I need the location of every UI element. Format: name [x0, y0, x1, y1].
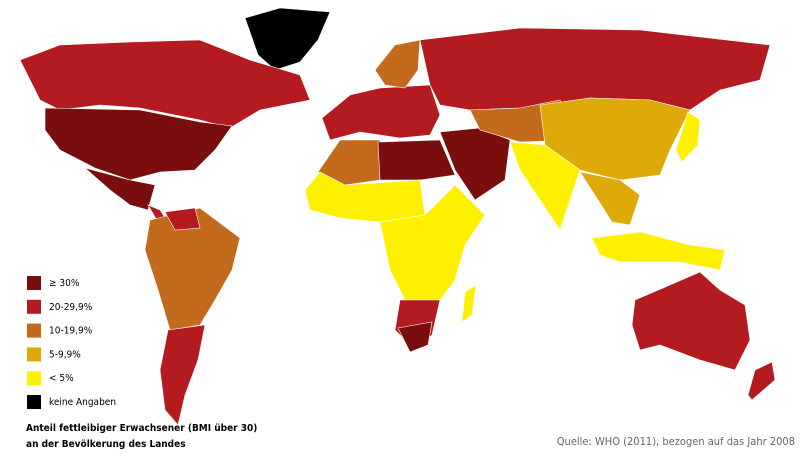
mexico [84, 167, 156, 211]
russia [419, 27, 771, 111]
southern-cone [159, 324, 206, 426]
south-america [144, 207, 241, 331]
legend-label: keine Angaben [49, 397, 116, 408]
legend-label: 5-9,9% [49, 349, 81, 360]
legend-label: < 5% [49, 373, 74, 384]
india [509, 141, 581, 231]
central-east-africa [379, 184, 486, 301]
caption-line: Anteil fettleibiger Erwachsener (BMI übe… [26, 423, 257, 434]
world-map [19, 7, 776, 426]
greenland [244, 7, 331, 71]
source: Quelle: WHO (2011), bezogen auf das Jahr… [557, 435, 795, 448]
indonesia [591, 231, 726, 271]
scandinavia [374, 39, 421, 89]
legend-swatch [27, 395, 41, 409]
legend-swatch [27, 276, 41, 290]
legend-label: 20-29,9% [49, 302, 93, 313]
madagascar [461, 284, 477, 323]
caption-line: an der Bevölkerung des Landes [26, 439, 186, 450]
south-africa [397, 321, 433, 353]
libya-egypt [377, 139, 456, 181]
usa [44, 107, 233, 181]
southeast-asia [579, 171, 641, 226]
japan [675, 111, 701, 163]
europe [321, 84, 441, 141]
legend-swatch [27, 347, 41, 362]
new-zealand [747, 361, 776, 401]
legend-label: ≥ 30% [49, 278, 80, 289]
legend-label: 10-19,9% [49, 326, 93, 337]
australia [631, 271, 751, 371]
venezuela [164, 207, 201, 231]
legend: ≥ 30% 20-29,9% 10-19,9% 5-9,9% < 5% keine Ang… [27, 276, 116, 409]
legend-swatch [27, 323, 41, 338]
legend-swatch [27, 299, 41, 314]
legend-swatch [27, 371, 41, 386]
